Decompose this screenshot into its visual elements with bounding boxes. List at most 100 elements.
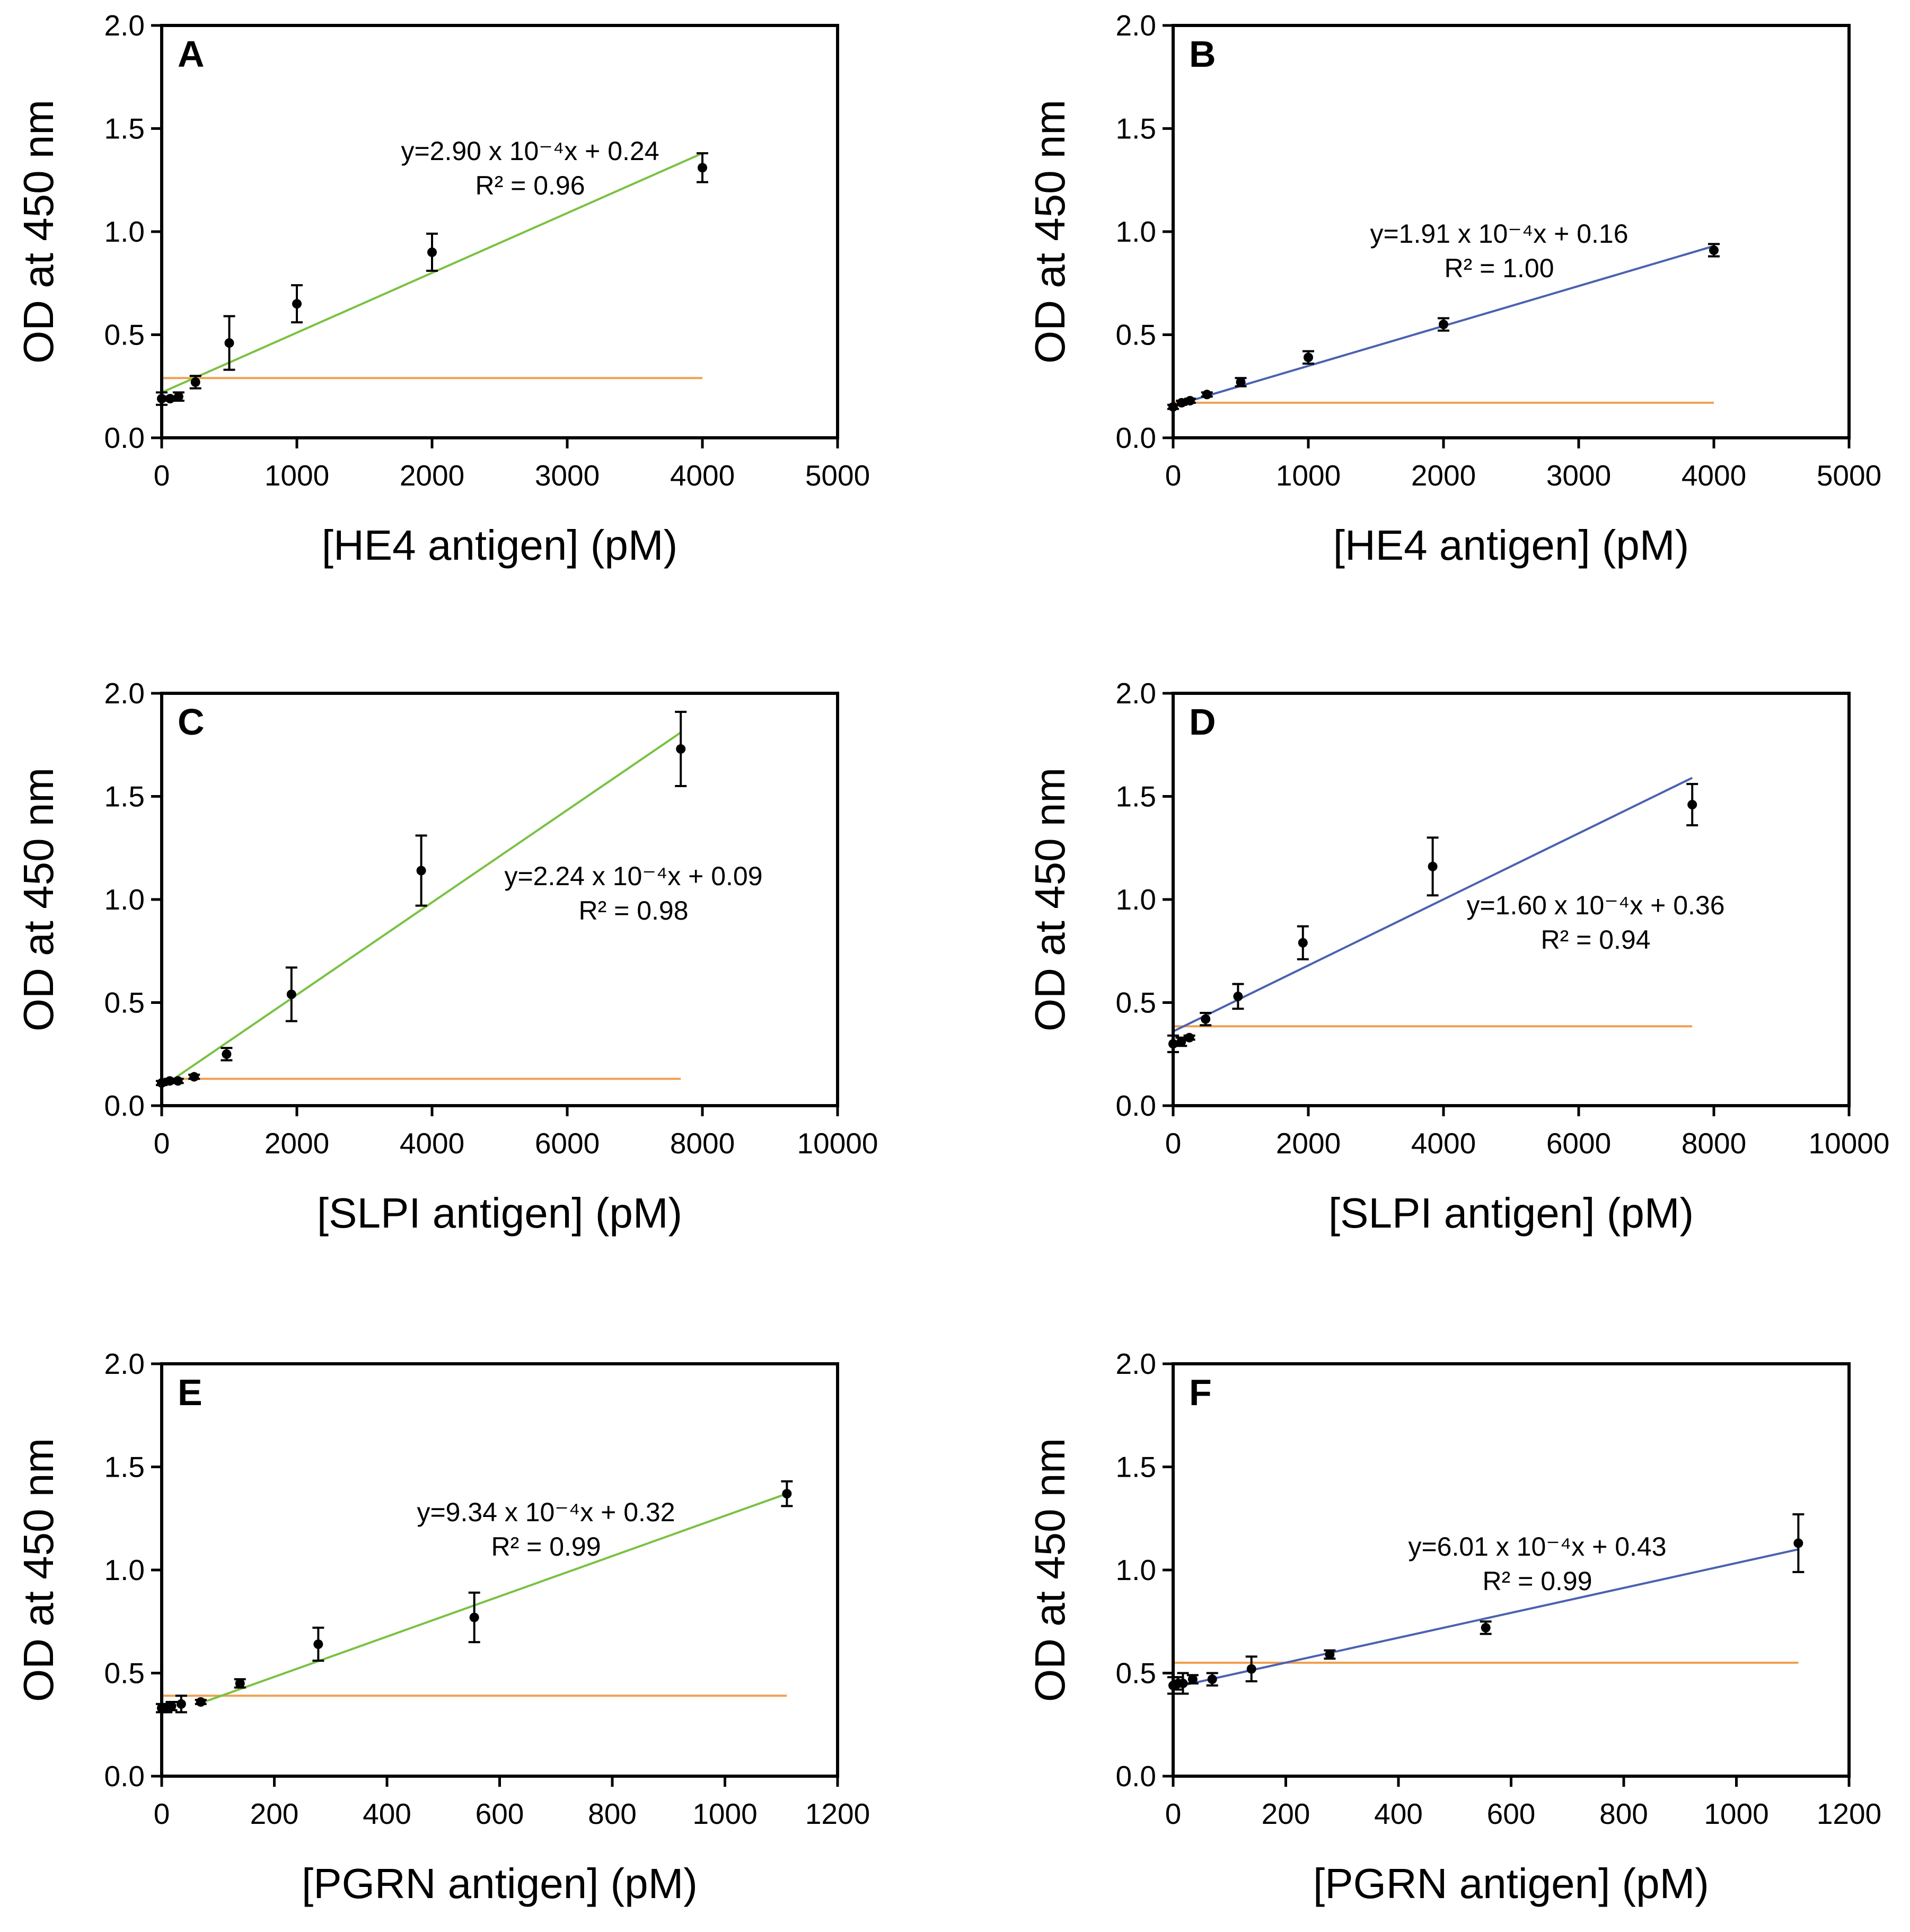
x-tick-label: 2000	[1411, 459, 1476, 492]
y-tick-label: 2.0	[1116, 9, 1156, 42]
y-axis-label: OD at 450 nm	[1026, 1438, 1073, 1702]
x-tick-label: 4000	[1682, 459, 1746, 492]
panel-letter: B	[1189, 33, 1216, 75]
panel-a: 0.0 0.5 1.0 1.5 2.0 0 1000 2000 3000 4000 5000 [HE4…	[15, 9, 870, 569]
data-point-5	[1297, 925, 1309, 960]
y-tick-label: 0.0	[104, 1760, 145, 1793]
data-point-7	[697, 152, 708, 183]
data-point-4	[1206, 1672, 1218, 1687]
x-tick-label: 0	[154, 459, 170, 492]
x-tick-label: 1200	[805, 1797, 870, 1830]
point-marker	[166, 1701, 177, 1711]
point-marker	[189, 1072, 199, 1082]
point-marker	[416, 866, 426, 876]
panel-letter: C	[178, 701, 205, 743]
point-marker	[1428, 861, 1438, 871]
y-axis-label: OD at 450 nm	[15, 100, 62, 364]
fit-line	[200, 1493, 788, 1704]
x-tick-label: 4000	[1411, 1127, 1476, 1160]
x-axis-label: [SLPI antigen] (pM)	[1328, 1189, 1694, 1237]
point-marker	[1176, 398, 1186, 408]
data-point-7	[1686, 783, 1698, 826]
x-axis-label: [SLPI antigen] (pM)	[317, 1189, 682, 1237]
data-point-6	[1438, 317, 1449, 332]
point-marker	[676, 744, 686, 754]
plot-frame	[160, 24, 839, 439]
data-point-5	[1302, 350, 1314, 365]
data-point-6	[426, 232, 438, 272]
point-marker	[1176, 1037, 1186, 1047]
point-marker	[1481, 1622, 1491, 1633]
data-point-5	[285, 966, 297, 1022]
data-point-3	[1201, 390, 1213, 400]
point-marker	[1298, 938, 1308, 948]
y-tick-label: 0.5	[1116, 319, 1156, 351]
y-tick-label: 1.5	[104, 112, 145, 145]
point-marker	[1793, 1538, 1803, 1548]
panel-letter: F	[1189, 1372, 1212, 1413]
y-tick-label: 1.0	[1116, 215, 1156, 248]
data-point-4	[195, 1697, 207, 1707]
data-point-4	[1232, 983, 1244, 1010]
y-tick-label: 1.0	[104, 215, 145, 248]
x-tick-label: 600	[476, 1797, 524, 1830]
fit-r-squared: R² = 0.96	[475, 171, 585, 200]
x-tick-label: 3000	[1546, 459, 1611, 492]
x-tick-label: 0	[154, 1127, 170, 1160]
data-point-2	[172, 1076, 184, 1086]
point-marker	[1687, 800, 1697, 810]
x-tick-label: 2000	[265, 1127, 329, 1160]
fit-r-squared: R² = 0.98	[578, 896, 688, 925]
data-point-2	[1184, 395, 1196, 405]
y-axis-label: OD at 450 nm	[1026, 100, 1073, 364]
point-marker	[292, 299, 302, 309]
fit-equation: y=6.01 x 10⁻⁴x + 0.43	[1408, 1532, 1666, 1562]
y-tick-label: 0.0	[104, 1089, 145, 1122]
x-tick-label: 5000	[1817, 459, 1881, 492]
x-tick-label: 800	[1599, 1797, 1648, 1830]
point-marker	[1439, 320, 1448, 330]
fit-r-squared: R² = 0.94	[1541, 925, 1650, 955]
point-marker	[1709, 245, 1719, 255]
fit-equation: y=2.24 x 10⁻⁴x + 0.09	[504, 861, 762, 891]
data-point-3	[175, 1695, 187, 1714]
x-tick-label: 10000	[797, 1127, 878, 1160]
x-tick-label: 200	[1262, 1797, 1310, 1830]
point-marker	[235, 1678, 245, 1688]
point-marker	[1304, 352, 1313, 363]
y-tick-label: 0.0	[1116, 1089, 1156, 1122]
y-tick-label: 2.0	[104, 1347, 145, 1380]
point-marker	[224, 338, 234, 348]
data-point-7	[675, 711, 687, 788]
y-tick-label: 0.0	[1116, 1760, 1156, 1793]
fit-equation: y=1.91 x 10⁻⁴x + 0.16	[1370, 219, 1628, 249]
fit-r-squared: R² = 0.99	[1482, 1566, 1592, 1596]
fit-line	[1173, 777, 1693, 1033]
data-point-2	[165, 1700, 178, 1712]
x-tick-label: 400	[363, 1797, 411, 1830]
point-marker	[173, 392, 183, 402]
data-point-2	[172, 391, 184, 402]
y-tick-label: 1.0	[104, 883, 145, 916]
panel-c: 0.0 0.5 1.0 1.5 2.0 0 2000 4000 6000 8000 10000 [SL…	[15, 677, 878, 1237]
x-tick-label: 2000	[1276, 1127, 1341, 1160]
panel-f: 0.0 0.5 1.0 1.5 2.0 0 200 400 600 800 1000 1200 [PGR…	[1026, 1347, 1881, 1907]
x-tick-label: 6000	[1546, 1127, 1611, 1160]
point-marker	[698, 163, 707, 173]
data-point-3	[188, 1072, 200, 1082]
x-tick-label: 600	[1487, 1797, 1536, 1830]
point-marker	[427, 247, 437, 257]
point-marker	[1178, 1678, 1188, 1688]
data-point-5	[1245, 1655, 1257, 1683]
point-marker	[196, 1697, 206, 1707]
y-tick-label: 2.0	[1116, 677, 1156, 710]
x-tick-label: 4000	[670, 459, 735, 492]
x-tick-label: 1000	[1276, 459, 1341, 492]
data-point-3	[189, 375, 201, 390]
panel-letter: A	[178, 33, 205, 75]
x-tick-label: 0	[1165, 1127, 1182, 1160]
point-marker	[1201, 1014, 1211, 1024]
panel-b: 0.0 0.5 1.0 1.5 2.0 0 1000 2000 3000 4000 5000 [HE4…	[1026, 9, 1881, 569]
y-tick-label: 1.0	[1116, 1554, 1156, 1586]
